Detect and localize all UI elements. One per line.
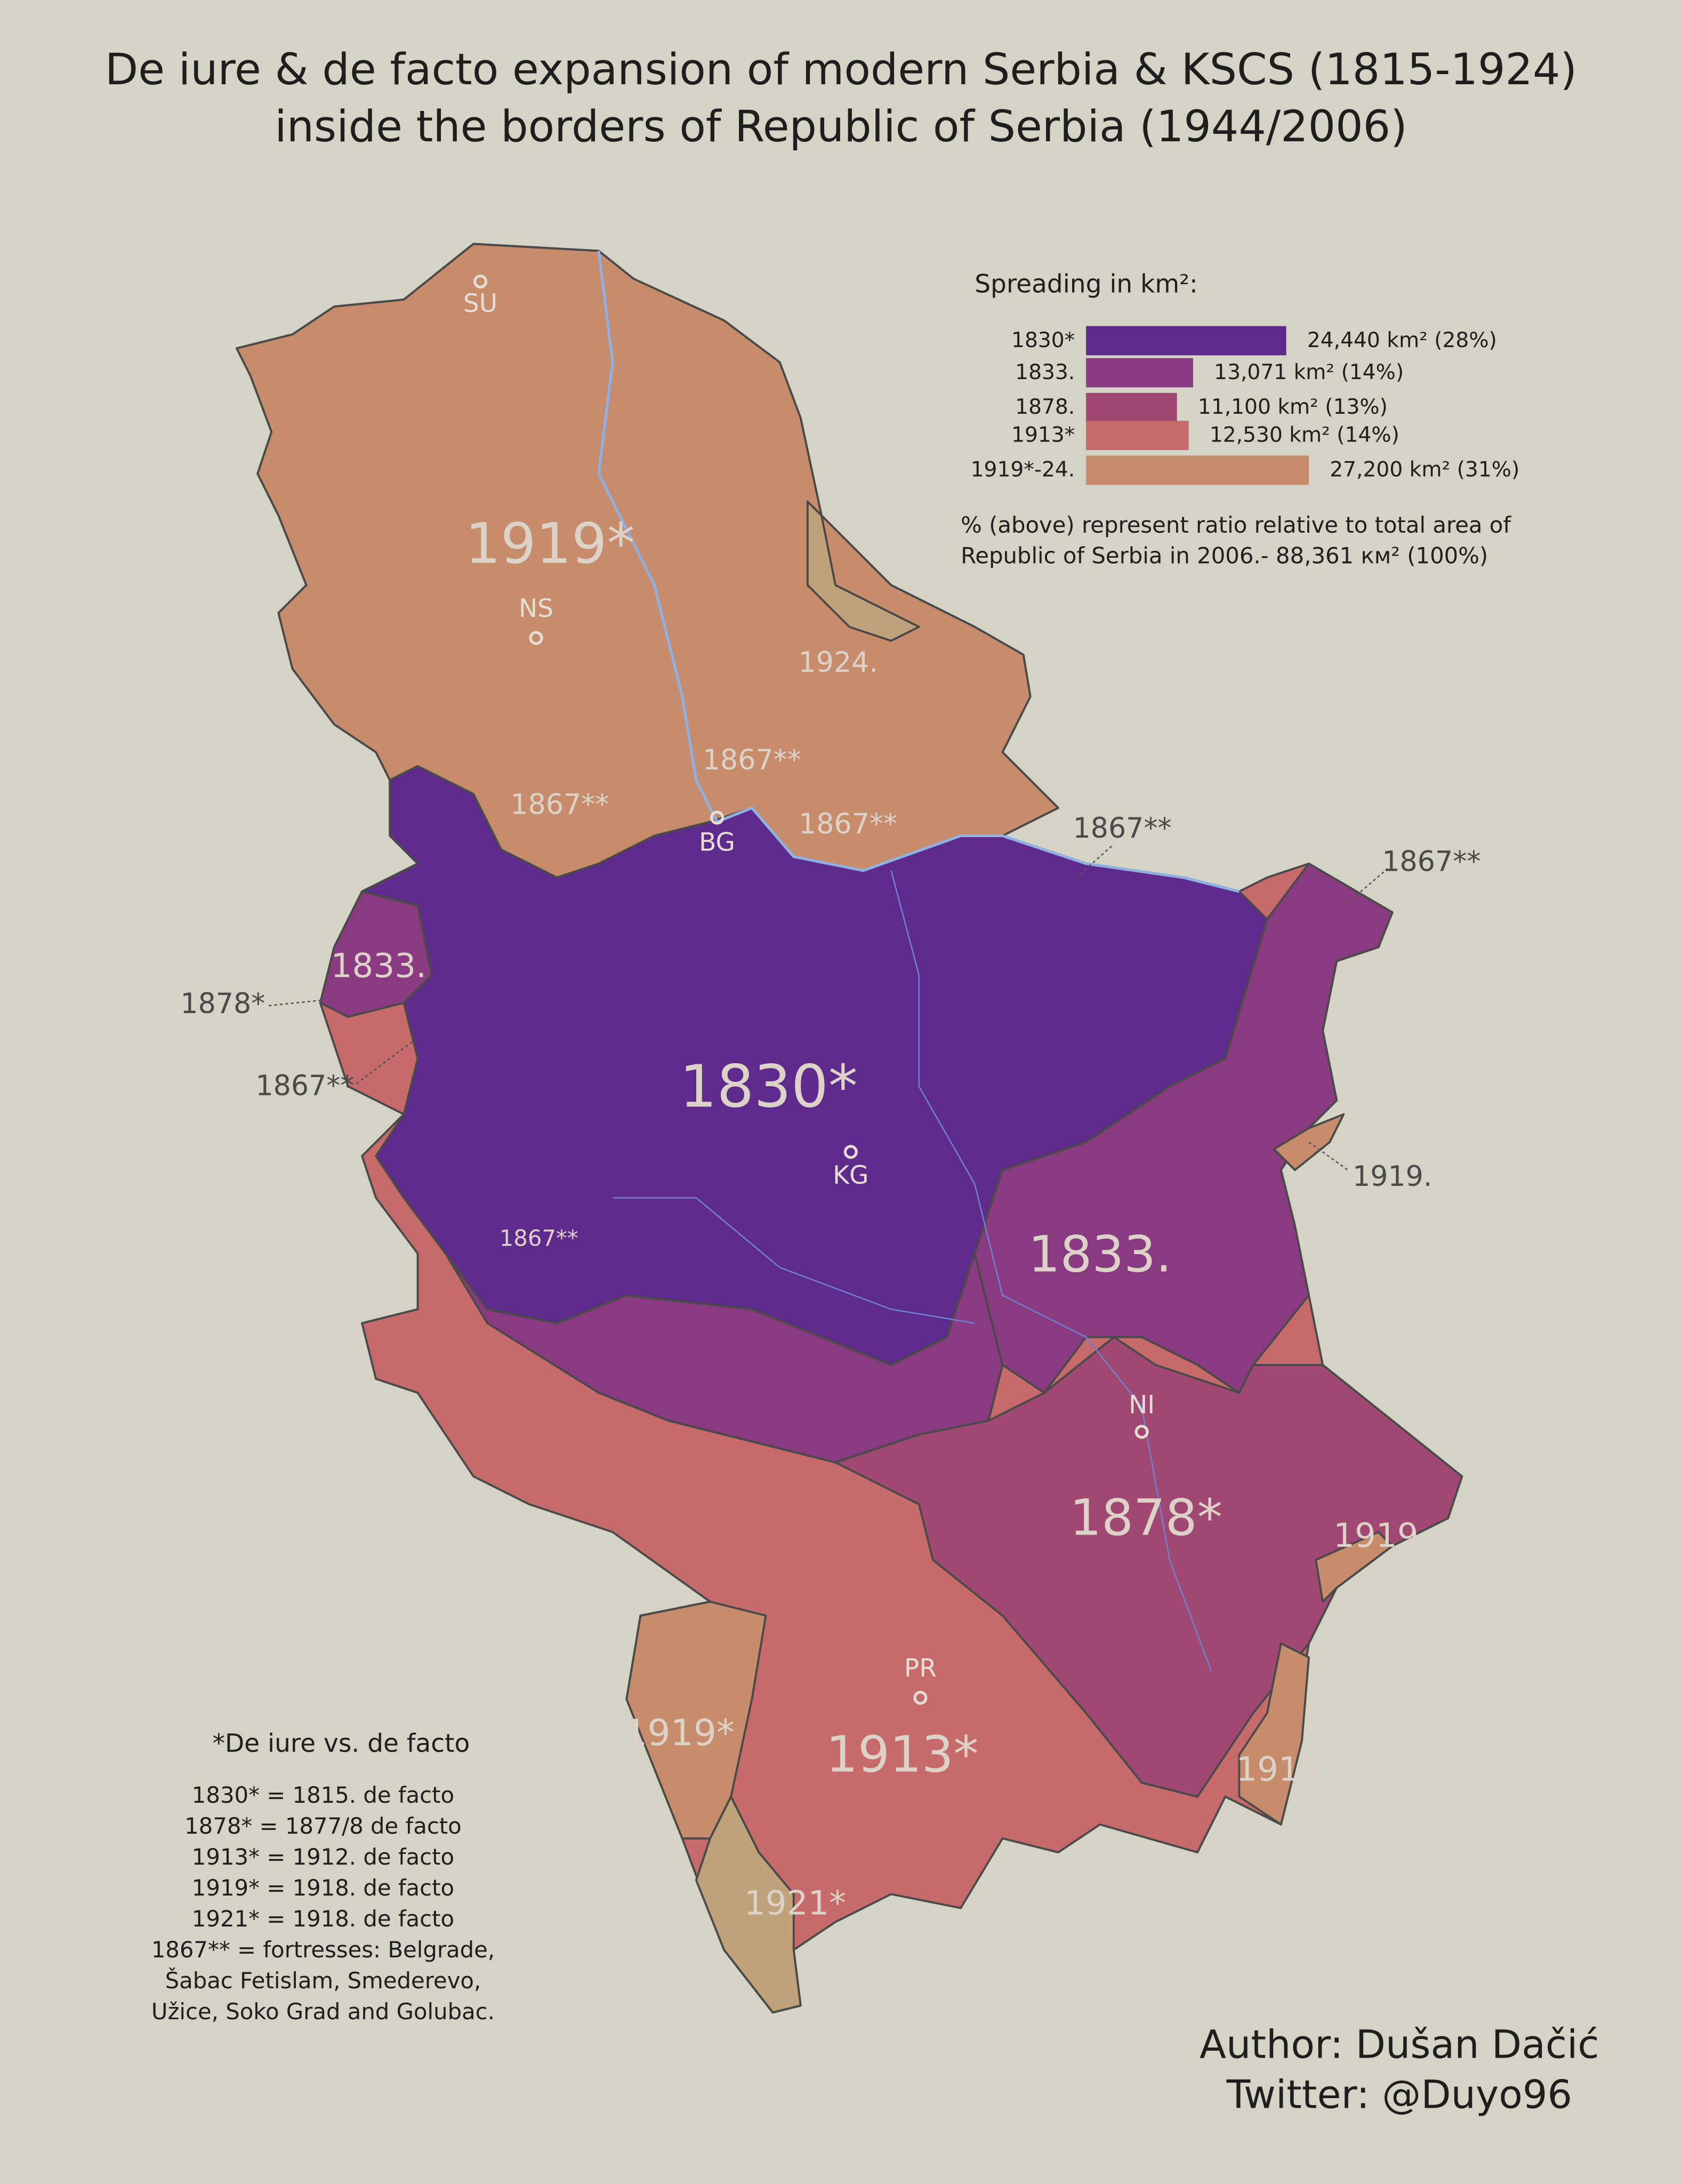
region-label: 1921* <box>744 1883 846 1922</box>
region-label: 1867** <box>799 808 897 840</box>
region-label: 1878* <box>1069 1489 1222 1547</box>
author: Twitter: @Duyo96 <box>1226 2073 1572 2118</box>
leader-line <box>268 999 324 1007</box>
region-label: 1919. <box>1236 1750 1331 1789</box>
region-label: 1867** <box>500 1225 578 1251</box>
annotation: 1919. <box>1353 1161 1432 1193</box>
leader-line <box>1347 870 1386 903</box>
footnote-line: 1921* = 1918. de facto <box>192 1906 454 1932</box>
footnote-line: 1867** = fortresses: Belgrade, <box>151 1937 495 1963</box>
annotation: 1867** <box>1382 846 1480 878</box>
city-label: NI <box>1129 1391 1155 1420</box>
footnote-line: 1830* = 1815. de facto <box>192 1782 454 1808</box>
region-1878 <box>834 1336 1463 1798</box>
legend-bar <box>1086 455 1309 485</box>
footnote: *De iure vs. de facto 1830* = 1815. de f… <box>151 1729 495 2025</box>
river <box>613 1197 975 1324</box>
annotation: 1867** <box>1073 813 1172 845</box>
region-1919-small <box>1273 1113 1345 1171</box>
legend-title: Spreading in km²: <box>975 269 1198 299</box>
legend: Spreading in km²: % (above) represent ra… <box>961 269 1519 568</box>
city-label: KG <box>833 1161 868 1190</box>
annotation: 1878* <box>180 988 265 1020</box>
city-marker <box>529 631 543 645</box>
footnote-line: 1919* = 1918. de facto <box>192 1875 454 1901</box>
annotations: 1867** 1867** 1878* 1867** 1919. <box>180 813 1480 1193</box>
legend-label: 1830* <box>1011 328 1075 352</box>
city-label: NS <box>519 594 553 623</box>
city-label: SU <box>463 289 497 318</box>
city-marker <box>1134 1425 1149 1439</box>
city-marker <box>473 274 488 289</box>
footnote-line: Užice, Soko Grad and Golubac. <box>151 1998 495 2025</box>
region-1919-east <box>1315 1531 1394 1603</box>
region-label: 1919. <box>1333 1516 1429 1555</box>
region-label: 1867** <box>510 789 609 821</box>
legend-bar <box>1086 326 1286 356</box>
region-1919-southeast <box>1238 1642 1310 1826</box>
footnote-line: 1913* = 1912. de facto <box>192 1844 454 1870</box>
region-label: 1833. <box>1028 1226 1172 1284</box>
annotation: 1867** <box>255 1070 354 1102</box>
legend-value: 24,440 km² (28%) <box>1307 328 1497 352</box>
river <box>890 870 1212 1672</box>
legend-value: 12,530 km² (14%) <box>1210 423 1399 447</box>
legend-label: 1833. <box>1015 360 1075 384</box>
legend-note: % (above) represent ratio relative to to… <box>961 512 1511 538</box>
city-label: BG <box>699 828 735 857</box>
region-label: 1830* <box>680 1053 858 1121</box>
region-label: 1913* <box>826 1725 978 1784</box>
author: Author: Dušan Dačić <box>1200 2022 1599 2068</box>
region-1833-west <box>319 890 433 1018</box>
region-label: 1919* <box>624 1712 735 1754</box>
city-marker <box>913 1691 928 1705</box>
footnote-line: Šabac Fetislam, Smederevo, <box>165 1967 481 1994</box>
cities: SU NS BG KG NI PR <box>463 274 1155 1705</box>
river <box>597 251 1240 893</box>
region-1921 <box>695 1795 802 2014</box>
map-regions <box>236 243 1463 2014</box>
region-label: 1867** <box>703 744 801 776</box>
region-label: 1924. <box>799 647 879 679</box>
footnote-line: 1878* = 1877/8 de facto <box>184 1813 462 1839</box>
city-marker <box>710 810 725 825</box>
leader-line <box>356 1041 413 1085</box>
region-1924 <box>806 500 920 642</box>
legend-bar <box>1086 421 1189 450</box>
city-marker <box>843 1145 858 1159</box>
legend-value: 13,071 km² (14%) <box>1214 360 1404 384</box>
title: De iure & de facto expansion of modern S… <box>105 45 1577 95</box>
legend-value: 27,200 km² (31%) <box>1330 458 1519 482</box>
legend-note: Republic of Serbia in 2006.- 88,361 км² … <box>961 543 1488 569</box>
footnote-title: *De iure vs. de facto <box>212 1729 470 1758</box>
region-label: 1833. <box>331 946 426 985</box>
legend-value: 11,100 km² (13%) <box>1198 395 1388 419</box>
leader-line <box>1308 1141 1348 1171</box>
legend-label: 1919*-24. <box>971 458 1075 482</box>
legend-bar <box>1086 358 1193 388</box>
region-labels: 1919* 1830* 1833. 1833. 1878* 1913* 1919… <box>331 511 1429 1923</box>
legend-bar <box>1086 392 1177 422</box>
region-label: 1919* <box>465 511 635 576</box>
city-label: PR <box>904 1653 937 1683</box>
legend-label: 1913* <box>1011 423 1075 447</box>
title: inside the borders of Republic of Serbia… <box>275 102 1407 152</box>
legend-label: 1878. <box>1015 395 1075 419</box>
